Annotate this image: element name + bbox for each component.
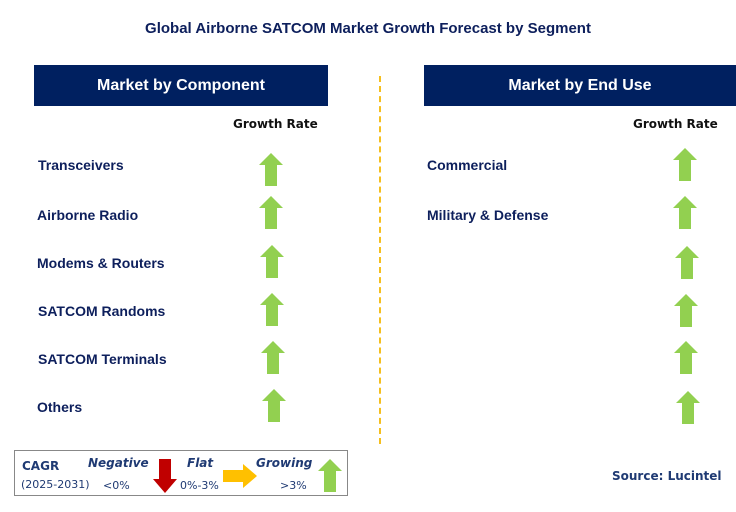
component-item-modems-routers: Modems & Routers bbox=[37, 255, 165, 271]
component-item-others: Others bbox=[37, 399, 83, 415]
source-label: Source: Lucintel bbox=[612, 469, 722, 483]
legend-growing-label: Growing bbox=[256, 456, 313, 470]
legend-growing-range: >3% bbox=[280, 479, 307, 492]
chart-title: Global Airborne SATCOM Market Growth For… bbox=[145, 20, 591, 37]
growth-up-arrow-icon bbox=[674, 341, 698, 374]
component-panel-header: Market by Component bbox=[34, 65, 328, 106]
legend-period: (2025-2031) bbox=[21, 478, 90, 491]
growth-up-arrow-icon bbox=[675, 246, 699, 279]
growth-up-arrow-icon bbox=[676, 391, 700, 424]
negative-down-arrow-icon bbox=[153, 459, 177, 493]
legend-negative-range: <0% bbox=[103, 479, 130, 492]
component-item-airborne-radio: Airborne Radio bbox=[37, 207, 139, 223]
growth-up-arrow-icon bbox=[262, 389, 286, 422]
component-item-transceivers: Transceivers bbox=[38, 157, 124, 173]
end-use-panel-header: Market by End Use bbox=[424, 65, 736, 106]
legend-flat-range: 0%-3% bbox=[180, 479, 219, 492]
legend-negative-label: Negative bbox=[88, 456, 149, 470]
growth-up-arrow-icon bbox=[260, 293, 284, 326]
end-use-item-commercial: Commercial bbox=[427, 157, 508, 173]
growth-up-arrow-icon bbox=[673, 148, 697, 181]
end-use-item-military-defense: Military & Defense bbox=[427, 207, 549, 223]
growing-up-arrow-icon bbox=[318, 459, 342, 492]
end-use-growth-rate-label: Growth Rate bbox=[633, 117, 718, 131]
flat-right-arrow-icon bbox=[223, 464, 257, 488]
growth-up-arrow-icon bbox=[260, 245, 284, 278]
component-item-satcom-terminals: SATCOM Terminals bbox=[38, 351, 167, 367]
legend-cagr-label: CAGR bbox=[22, 459, 60, 473]
growth-up-arrow-icon bbox=[259, 196, 283, 229]
growth-up-arrow-icon bbox=[259, 153, 283, 186]
legend-flat-label: Flat bbox=[187, 456, 214, 470]
cagr-legend: CAGR (2025-2031) Negative <0% Flat 0%-3%… bbox=[14, 450, 348, 496]
growth-up-arrow-icon bbox=[673, 196, 697, 229]
component-item-satcom-randoms: SATCOM Randoms bbox=[38, 303, 166, 319]
growth-up-arrow-icon bbox=[674, 294, 698, 327]
component-growth-rate-label: Growth Rate bbox=[233, 117, 318, 131]
growth-up-arrow-icon bbox=[261, 341, 285, 374]
panel-divider bbox=[379, 76, 381, 444]
